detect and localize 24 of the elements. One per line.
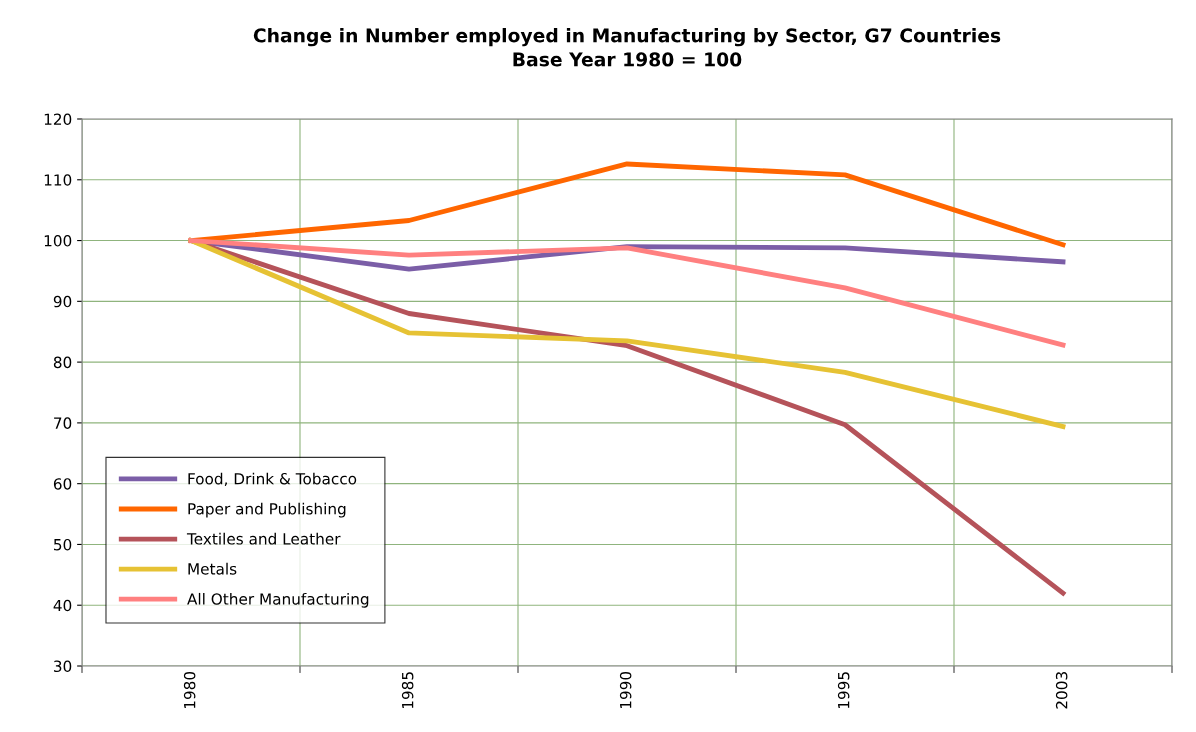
y-tick-label: 90: [53, 295, 72, 308]
x-tick-label: 1980: [183, 671, 196, 709]
y-tick-label: 110: [44, 174, 72, 186]
y-tick-label: 40: [53, 599, 72, 612]
x-tick-label: 1995: [837, 672, 850, 709]
line-series: [188, 238, 1066, 429]
y-tick-label: 70: [54, 417, 72, 429]
x-tick-label: 1985: [401, 672, 414, 709]
y-tick-label: 30: [54, 660, 72, 673]
y-tick-label: 60: [53, 478, 72, 490]
y-tick-label: 100: [44, 235, 72, 247]
y-tick-label: 50: [54, 538, 72, 551]
x-tick-label: 2003: [1055, 672, 1068, 709]
legend-label: Paper and Publishing: [188, 502, 346, 518]
legend-label: All Other Manufacturing: [187, 592, 369, 608]
y-tick-label: 80: [53, 356, 72, 369]
line-series: [188, 238, 1066, 348]
x-tick-label: 1990: [619, 671, 632, 709]
y-tick-label: 120: [44, 113, 72, 126]
legend-label: Food, Drink & Tobacco: [188, 472, 357, 487]
legend-label: Metals: [188, 562, 237, 575]
line-series: [188, 161, 1066, 248]
legend-label: Textiles and Leather: [186, 532, 341, 545]
chart-title: Change in Number employed in Manufacturing by Sector, G7 Countries Base Year 1980 = 100: [253, 27, 1001, 67]
